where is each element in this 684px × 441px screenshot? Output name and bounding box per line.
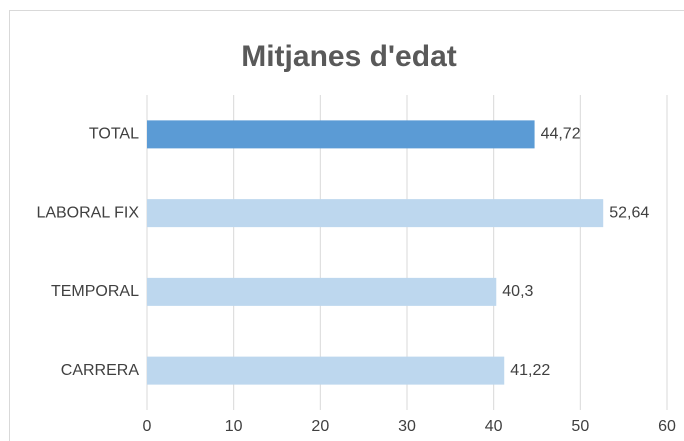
x-tick-label: 60 (658, 418, 676, 435)
bar (147, 199, 604, 228)
chart-title: Mitjanes d'edat (241, 40, 457, 73)
x-tick-label: 30 (398, 418, 416, 435)
bar (147, 356, 505, 385)
y-tick-label: CARRERA (61, 362, 140, 379)
y-tick-label: TOTAL (89, 126, 139, 143)
bar (147, 120, 535, 149)
x-tick-label: 50 (571, 418, 589, 435)
data-label: 52,64 (609, 204, 649, 221)
y-tick-label: LABORAL FIX (36, 204, 139, 221)
x-tick-label: 20 (311, 418, 329, 435)
bar (147, 277, 497, 306)
x-tick-label: 10 (225, 418, 243, 435)
data-label: 40,3 (502, 283, 533, 300)
y-tick-label: TEMPORAL (51, 283, 139, 300)
data-label: 44,72 (541, 126, 581, 143)
x-tick-label: 0 (143, 418, 152, 435)
x-tick-label: 40 (485, 418, 503, 435)
data-label: 41,22 (510, 362, 550, 379)
